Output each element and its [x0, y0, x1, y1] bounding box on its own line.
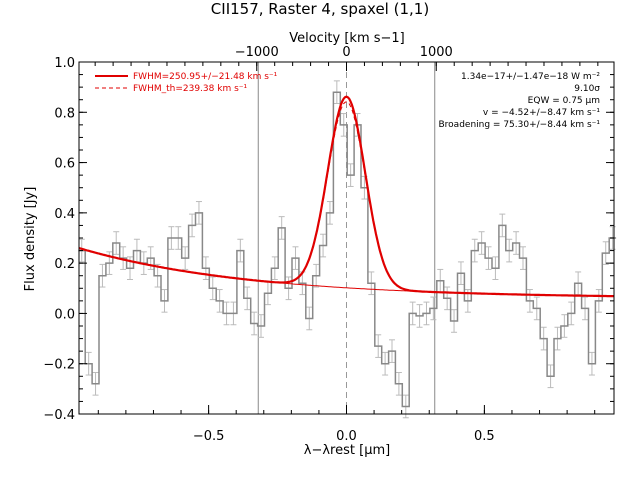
legend-label-fwhm-th: FWHM_th=239.38 km s⁻¹ — [133, 84, 248, 94]
y-tick-label-3: 0.2 — [54, 257, 75, 272]
legend-label-fwhm: FWHM=250.95+/−21.48 km s⁻¹ — [133, 72, 278, 82]
y-tick-label-7: 1.0 — [54, 56, 75, 71]
y-tick-label-5: 0.6 — [54, 157, 75, 172]
legend: FWHM=250.95+/−21.48 km s⁻¹ FWHM_th=239.3… — [95, 72, 278, 94]
x-tick-label-1: 0.0 — [336, 429, 357, 444]
x-ticks: −0.5 0.0 0.5 — [97, 405, 596, 444]
y-axis-label: Flux density [Jy] — [23, 187, 38, 292]
chart-title: CII157, Raster 4, spaxel (1,1) — [211, 0, 429, 18]
annotation-flux: 1.34e−17+/−1.47e−18 W m⁻² — [461, 72, 600, 82]
annotation-sigma: 9.10σ — [574, 84, 600, 94]
fit-line — [78, 95, 614, 298]
y-tick-label-1: −0.2 — [43, 358, 75, 373]
top-x-axis-label: Velocity [km s−1] — [289, 31, 405, 46]
annotation-velocity: v = −4.52+/−8.47 km s⁻¹ — [483, 108, 600, 118]
top-x-ticks: −1000 0 1000 — [94, 45, 599, 71]
data-step-series — [78, 91, 617, 408]
fit-thermal-line — [270, 101, 423, 293]
y-tick-label-0: −0.4 — [43, 408, 75, 423]
annotation-broadening: Broadening = 75.30+/−8.44 km s⁻¹ — [439, 120, 601, 130]
x-tick-label-2: 0.5 — [474, 429, 495, 444]
top-tick-label-2: 1000 — [420, 45, 453, 60]
y-tick-label-2: 0.0 — [54, 307, 75, 322]
y-tick-label-4: 0.4 — [54, 207, 75, 222]
y-tick-label-6: 0.8 — [54, 106, 75, 121]
top-tick-label-1: 0 — [342, 45, 350, 60]
vertical-lines — [257, 62, 436, 414]
x-axis-label: λ−λrest [μm] — [304, 443, 390, 458]
top-tick-label-0: −1000 — [235, 45, 279, 60]
y-ticks: −0.4 −0.2 0.0 0.2 0.4 0.6 0.8 1.0 — [43, 56, 614, 423]
annotation-eqw: EQW = 0.75 μm — [528, 96, 600, 106]
annotations: 1.34e−17+/−1.47e−18 W m⁻² 9.10σ EQW = 0.… — [439, 72, 601, 130]
x-tick-label-0: −0.5 — [193, 429, 225, 444]
